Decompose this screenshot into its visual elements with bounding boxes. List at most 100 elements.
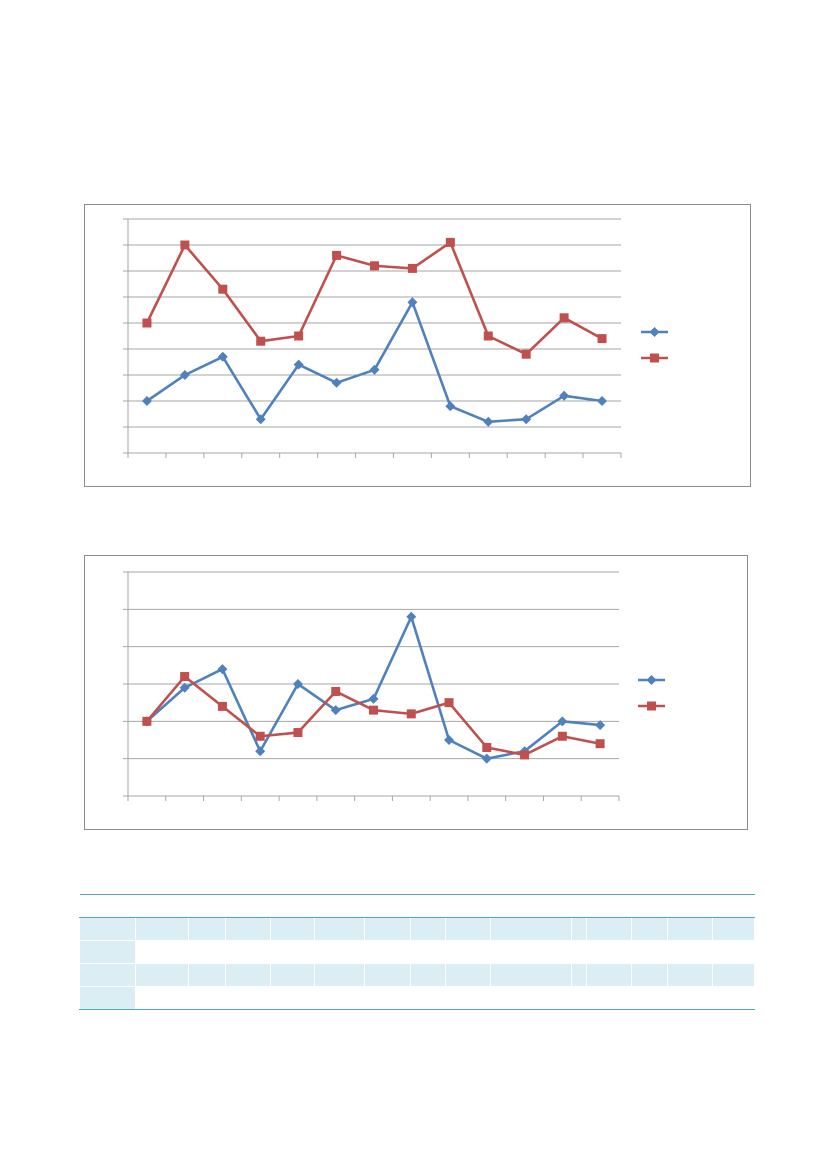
- table-cell: [224, 917, 271, 941]
- series-2-point: [332, 250, 342, 260]
- table-cell: [585, 940, 632, 964]
- series-2-point: [294, 331, 304, 341]
- series-1-point: [293, 359, 304, 370]
- series-2-point: [331, 686, 341, 696]
- table-cell: [313, 940, 366, 964]
- series-1-point: [597, 396, 608, 406]
- series-1-point: [369, 364, 380, 375]
- series-1-point: [595, 720, 606, 731]
- series-1-point: [407, 297, 418, 308]
- table-cell: [630, 963, 669, 987]
- table-cell: [571, 963, 587, 987]
- table-cell: [489, 963, 573, 987]
- table-cell: [571, 986, 587, 1010]
- series-2-point: [557, 731, 567, 741]
- table-cell: [313, 986, 366, 1010]
- series-2-point: [597, 334, 607, 344]
- table-row: [78, 986, 755, 1010]
- table-row: [78, 963, 755, 987]
- table-cell: [269, 940, 315, 964]
- table-cell: [78, 940, 137, 964]
- table-cell: [188, 917, 226, 941]
- table-header-cell: [490, 894, 572, 918]
- table-cell: [135, 963, 190, 987]
- table-cell: [188, 963, 226, 987]
- table-header-cell: [188, 894, 226, 918]
- table-cell: [78, 986, 137, 1010]
- table-cell: [571, 917, 587, 941]
- table-header-cell: [445, 894, 491, 918]
- chart-canvas-bottom: [123, 571, 665, 801]
- table-cell: [667, 940, 714, 964]
- series-2-point: [256, 336, 266, 346]
- table-cell: [313, 963, 366, 987]
- table-cell: [489, 986, 573, 1010]
- series-2-point: [293, 728, 303, 738]
- series-2-line: [145, 675, 601, 757]
- table-cell: [188, 986, 226, 1010]
- table-header-cell: [667, 894, 713, 918]
- table-cell: [585, 986, 632, 1010]
- series-2-point: [445, 237, 455, 247]
- table-header-cell: [364, 894, 411, 918]
- series-1-point: [179, 370, 190, 380]
- series-1-point: [292, 679, 303, 689]
- series-2-line: [145, 241, 603, 356]
- series-1-point: [331, 377, 342, 388]
- legend-swatch-marker-2: [647, 701, 656, 711]
- series-1-point: [217, 664, 228, 675]
- legend-swatch-marker-1: [646, 675, 657, 685]
- data-table: [78, 894, 755, 1010]
- table-cell: [410, 940, 446, 964]
- table-cell: [313, 917, 366, 941]
- table-cell: [269, 917, 315, 941]
- series-1-point: [330, 705, 341, 716]
- series-1-point: [255, 414, 266, 425]
- table-header-cell: [712, 894, 755, 918]
- table-header-cell: [410, 894, 446, 918]
- legend-swatch-marker-1: [649, 327, 660, 337]
- table-cell: [269, 963, 315, 987]
- legend-swatch-marker-2: [650, 353, 659, 363]
- table-row: [78, 940, 755, 964]
- series-1-point: [179, 682, 190, 693]
- table-cell: [571, 940, 587, 964]
- series-1-point: [557, 716, 568, 727]
- table-header-cell: [225, 894, 271, 918]
- table-cell: [269, 986, 315, 1010]
- table-cell: [410, 986, 446, 1010]
- series-2-point: [180, 672, 190, 682]
- table-cell: [445, 986, 491, 1010]
- series-2-point: [406, 709, 416, 719]
- series-2-point: [483, 331, 493, 341]
- table-cell: [585, 963, 632, 987]
- series-2-point: [520, 750, 530, 760]
- table-cell: [667, 963, 714, 987]
- table-header-cell: [314, 894, 365, 918]
- table-cell: [135, 917, 190, 941]
- table-header-cell: [586, 894, 632, 918]
- table-cell: [712, 986, 755, 1010]
- table-cell: [712, 917, 755, 941]
- table-cell: [224, 940, 271, 964]
- series-1-point: [444, 735, 455, 745]
- series-1-point: [255, 746, 266, 757]
- series-2-point: [521, 349, 531, 359]
- table-cell: [585, 917, 632, 941]
- series-2-point: [217, 701, 227, 711]
- chart-canvas-top: [123, 218, 668, 458]
- table-cell: [364, 917, 412, 941]
- series-1-point: [445, 401, 456, 412]
- series-1-point: [368, 693, 379, 704]
- table-cell: [630, 917, 669, 941]
- series-2-point: [142, 318, 152, 328]
- table-header-cell: [135, 894, 189, 918]
- series-2-point: [370, 261, 379, 271]
- series-2-point: [218, 284, 228, 294]
- series-1-point: [483, 416, 494, 427]
- table-cell: [667, 917, 714, 941]
- table-cell: [135, 940, 190, 964]
- table-cell: [78, 917, 137, 941]
- table-header-row: [79, 894, 755, 918]
- table-cell: [445, 963, 491, 987]
